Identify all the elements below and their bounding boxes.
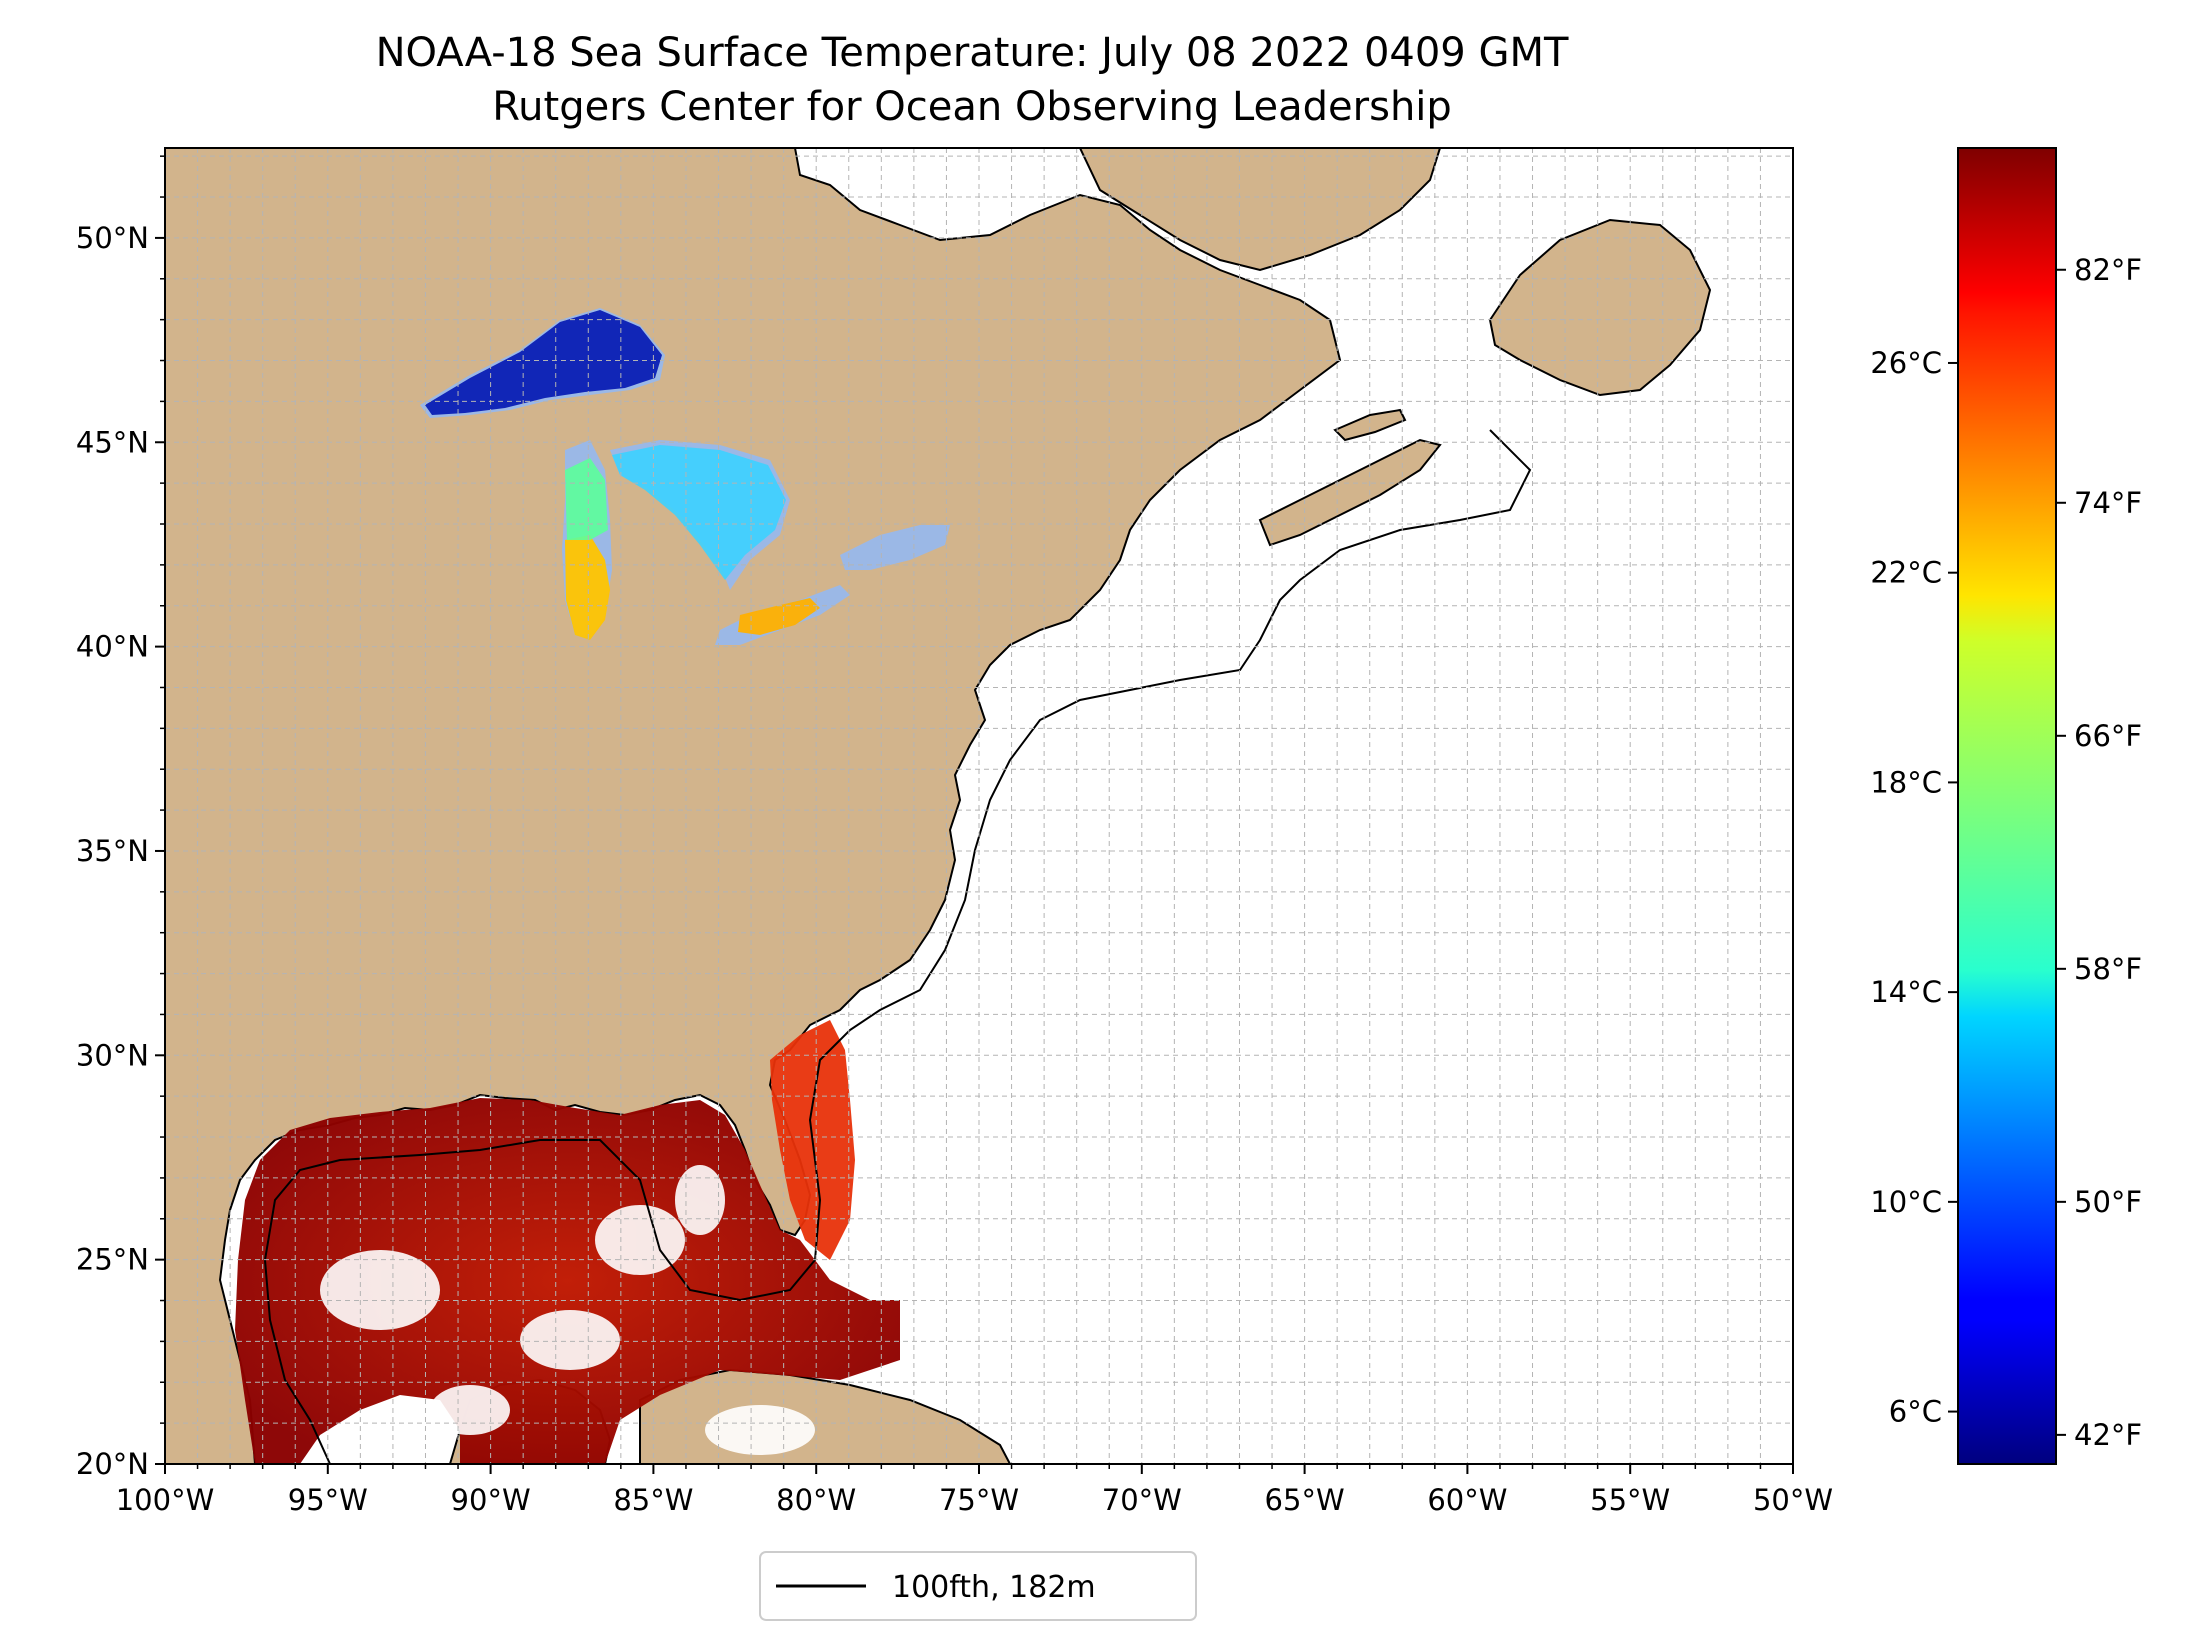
lat-tick-label: 35°N <box>76 834 149 868</box>
sst-lake-michigan <box>565 535 610 640</box>
fahrenheit-tick-label: 42°F <box>2074 1418 2142 1452</box>
celsius-tick-label: 22°C <box>1870 556 1942 590</box>
fahrenheit-tick-label: 50°F <box>2074 1185 2142 1219</box>
colorbar-gradient <box>1957 147 2057 1465</box>
latitude-axis: 20°N 25°N 30°N 35°N 40°N 45°N 50°N <box>76 155 165 1481</box>
lat-tick-label: 40°N <box>76 630 149 664</box>
lon-tick-label: 50°W <box>1753 1483 1833 1517</box>
colorbar-celsius-ticks: 6°C 10°C 14°C 18°C 22°C 26°C <box>1870 346 1958 1429</box>
celsius-tick-label: 18°C <box>1870 765 1942 799</box>
fahrenheit-tick-label: 58°F <box>2074 952 2142 986</box>
bathymetry-100fth-contour <box>263 429 1532 1464</box>
sst-great-lakes <box>425 310 820 640</box>
sst-gulf-cloud-gaps <box>320 1165 815 1455</box>
lon-tick-label: 60°W <box>1427 1483 1507 1517</box>
land-quebec-north <box>1078 148 1442 272</box>
legend-label: 100fth, 182m <box>892 1570 1096 1605</box>
graticule <box>165 148 1793 1464</box>
lon-tick-label: 80°W <box>776 1483 856 1517</box>
lake-ontario <box>840 525 950 570</box>
lat-tick-label: 50°N <box>76 221 149 255</box>
longitude-axis: 100°W 95°W 90°W 85°W 80°W 75°W 70°W 65°W 60°W 55°… <box>116 1464 1833 1517</box>
fahrenheit-tick-label: 74°F <box>2074 486 2142 520</box>
sst-lake-erie <box>738 598 820 635</box>
lon-tick-label: 90°W <box>451 1483 531 1517</box>
map-area: 100°W 95°W 90°W 85°W 80°W 75°W 70°W 65°W 60°W 55°… <box>76 147 1833 1517</box>
celsius-tick-label: 6°C <box>1889 1395 1942 1429</box>
title-line-1: NOAA-18 Sea Surface Temperature: July 08… <box>376 30 1569 76</box>
lat-tick-label: 45°N <box>76 425 149 459</box>
celsius-tick-label: 26°C <box>1870 346 1942 380</box>
colorbar: 6°C 10°C 14°C 18°C 22°C 26°C 42°F 50°F 58°F 66°F… <box>1870 147 2142 1465</box>
sst-gulf-of-mexico <box>235 1098 900 1464</box>
fahrenheit-tick-label: 66°F <box>2074 719 2142 753</box>
celsius-tick-label: 14°C <box>1870 975 1942 1009</box>
celsius-tick-label: 10°C <box>1870 1185 1942 1219</box>
lon-tick-label: 95°W <box>288 1483 368 1517</box>
lon-tick-label: 55°W <box>1590 1483 1670 1517</box>
land-pei <box>1333 408 1407 442</box>
land-newfoundland <box>1488 218 1712 397</box>
sst-lake-superior <box>425 310 662 415</box>
colorbar-fahrenheit-ticks: 42°F 50°F 58°F 66°F 74°F 82°F <box>2056 253 2142 1452</box>
sst-lake-michigan-north <box>565 458 608 540</box>
lon-tick-label: 85°W <box>613 1483 693 1517</box>
legend: 100fth, 182m <box>759 1551 1197 1621</box>
title-line-2: Rutgers Center for Ocean Observing Leade… <box>492 84 1452 130</box>
fahrenheit-tick-label: 82°F <box>2074 253 2142 287</box>
lat-tick-label: 30°N <box>76 1038 149 1072</box>
sst-lake-huron <box>612 445 786 580</box>
lat-tick-label: 20°N <box>76 1447 149 1481</box>
lat-tick-label: 25°N <box>76 1243 149 1277</box>
legend-box <box>759 1551 1197 1621</box>
lon-tick-label: 65°W <box>1265 1483 1345 1517</box>
lon-tick-label: 75°W <box>939 1483 1019 1517</box>
lon-tick-label: 70°W <box>1102 1483 1182 1517</box>
lon-tick-label: 100°W <box>116 1483 215 1517</box>
